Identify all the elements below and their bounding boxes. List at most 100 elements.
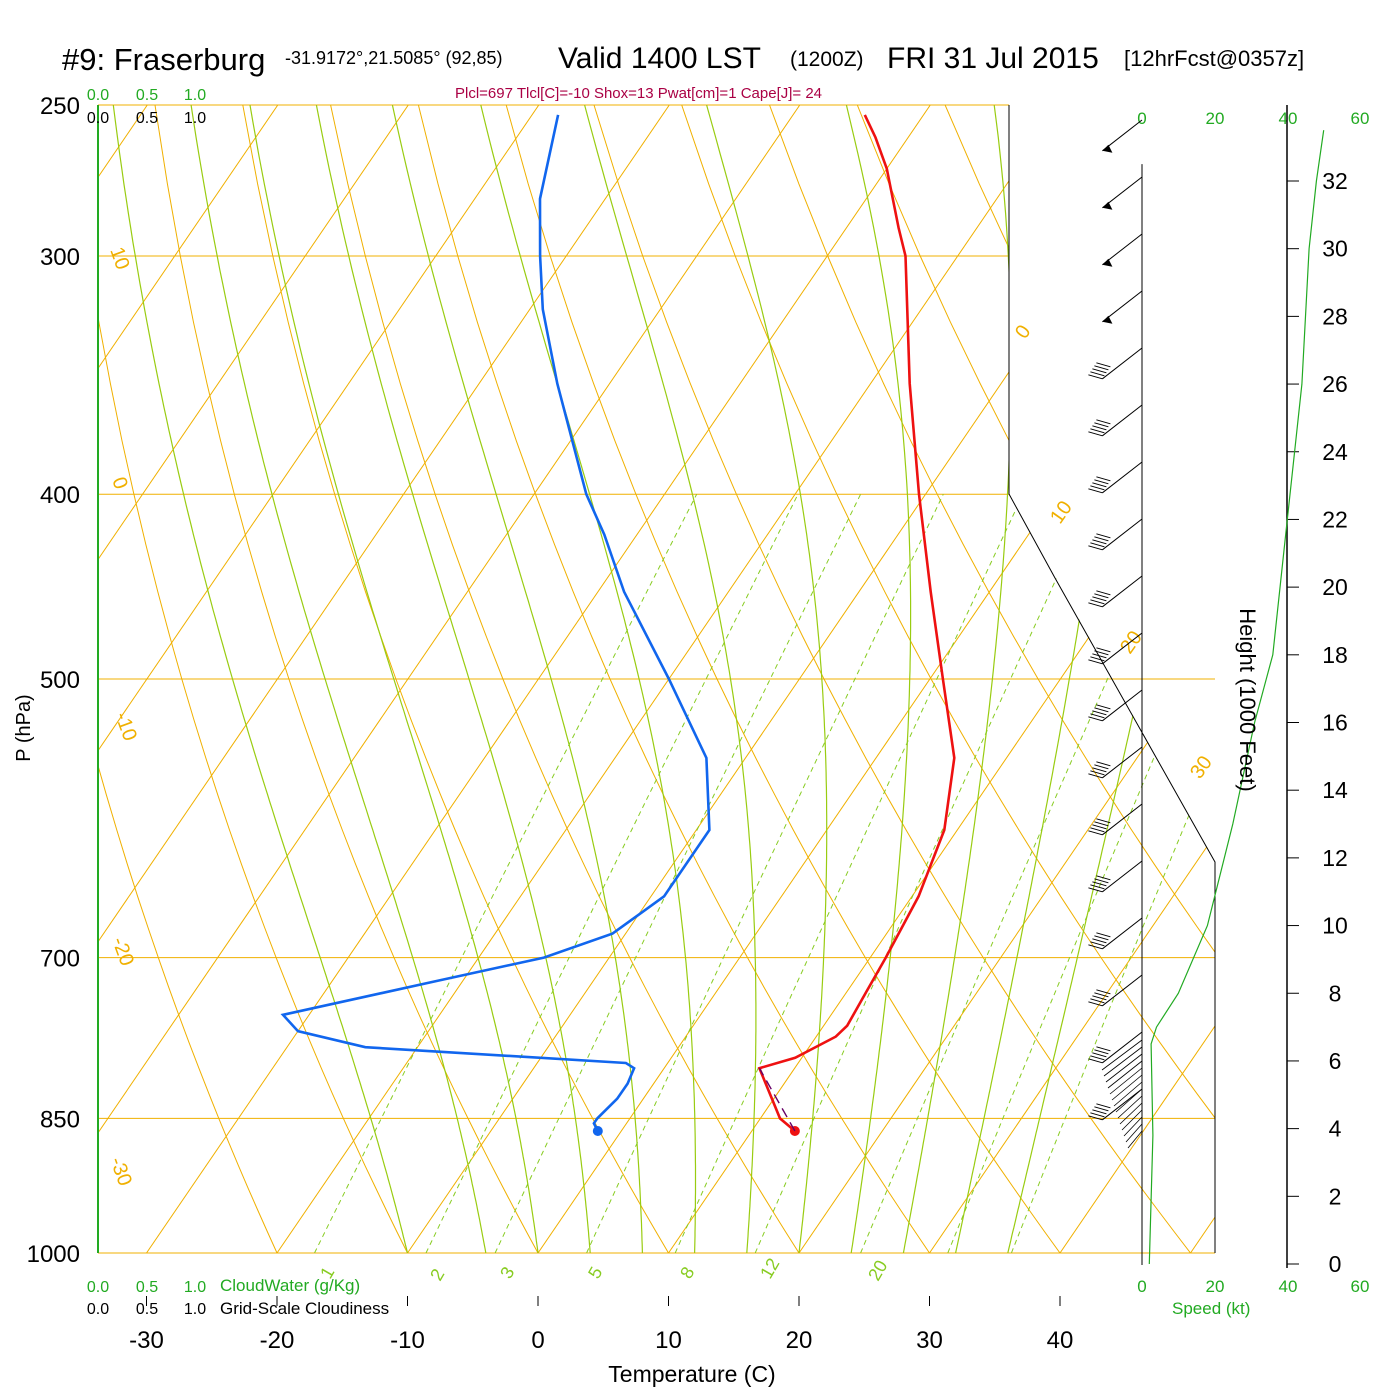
wind-barb-staff: [1125, 1123, 1143, 1143]
wind-barb-feather: [1092, 1052, 1107, 1058]
valid-time: Valid 1400 LST: [558, 42, 761, 75]
mixing-ratio-label: 2: [426, 1265, 448, 1284]
cloud-water-label: CloudWater (g/Kg): [220, 1276, 360, 1295]
station-coords: -31.9172°,21.5085° (92,85): [285, 48, 503, 68]
cloud-scale-label: 0.0: [87, 1279, 109, 1296]
height-tick-label: 30: [1322, 236, 1348, 262]
pressure-tick-label: 700: [40, 946, 80, 973]
height-tick-label: 26: [1322, 371, 1348, 397]
wind-barb-flag: [1102, 258, 1113, 267]
speed-tick-label: 40: [1279, 1277, 1298, 1296]
wind-barb-feather: [1088, 773, 1103, 779]
speed-tick-label: 40: [1279, 109, 1298, 128]
cloud-scale-label: 1.0: [184, 87, 206, 104]
wind-barb-feather: [1096, 419, 1111, 425]
x-axis-title: Temperature (C): [608, 1361, 775, 1387]
station-title: #9: Fraserburg: [62, 42, 265, 77]
height-tick-label: 2: [1329, 1183, 1342, 1209]
wind-barb-feather: [1094, 935, 1109, 941]
wind-barb-flag: [1102, 201, 1113, 210]
temperature-tick-label: 10: [655, 1327, 682, 1354]
wind-barb-feather: [1088, 488, 1103, 494]
mixing-ratio-line: [586, 493, 944, 1253]
wind-barb-feather: [1092, 482, 1107, 488]
cloud-scale-label: 1.0: [184, 1301, 206, 1318]
wind-barb-feather: [1092, 824, 1107, 830]
isotherm-lines: [98, 105, 1215, 1253]
height-tick-label: 10: [1322, 913, 1348, 939]
mixing-ratio-line: [674, 493, 1024, 1253]
isotherm-label: -20: [107, 934, 138, 969]
speed-tick-label: 20: [1206, 109, 1225, 128]
wind-barb-feather: [1092, 425, 1107, 431]
dry-adiabat-line: [769, 105, 1215, 1253]
wind-barb-staff: [1102, 119, 1143, 152]
moist-adiabat-line: [190, 105, 487, 1253]
wind-barb-feather: [1092, 653, 1107, 659]
wind-barb-feather: [1096, 989, 1111, 995]
height-tick-label: 0: [1329, 1251, 1342, 1277]
wind-barb-feather: [1088, 944, 1103, 950]
wind-barb-feather: [1090, 1112, 1105, 1118]
sounding-indices: Plcl=697 Tlcl[C]=-10 Shox=13 Pwat[cm]=1 …: [455, 85, 822, 102]
isotherm-label: 0: [107, 474, 131, 492]
speed-tick-label: 20: [1206, 1277, 1225, 1296]
wind-barb-feather: [1094, 1049, 1109, 1055]
wind-barb-feather: [1088, 374, 1103, 380]
profile-lines: [280, 114, 956, 1136]
moist-adiabat-lines: [112, 105, 1215, 1253]
wind-barb-feather: [1094, 479, 1109, 485]
mixing-ratio-label: 5: [584, 1263, 606, 1282]
wind-barb-staff: [1102, 575, 1143, 608]
cloud-scale-label: 0.5: [136, 87, 158, 104]
wind-barb-feather: [1094, 536, 1109, 542]
wind-barb-staff: [1102, 1088, 1143, 1121]
y-axis-title: P (hPa): [13, 694, 35, 761]
dry-adiabat-line: [242, 105, 669, 1253]
pressure-tick-label: 850: [40, 1106, 80, 1133]
wind-barb-feather: [1096, 932, 1111, 938]
wind-barb-feather: [1090, 656, 1105, 662]
wind-barb-staff: [1107, 1060, 1143, 1089]
isotherm-line: [98, 105, 670, 1253]
isotherm-label: 30: [1186, 752, 1217, 783]
isotherm-line: [98, 105, 279, 1253]
wind-barb-feather: [1094, 992, 1109, 998]
wind-barb-feather: [1092, 539, 1107, 545]
wind-barb-feather: [1096, 818, 1111, 824]
wind-barb-feather: [1096, 476, 1111, 482]
wind-barb-feather: [1092, 710, 1107, 716]
wind-barb-feather: [1096, 533, 1111, 539]
isotherm-line: [98, 105, 801, 1253]
isotherm-label: 0: [1011, 321, 1035, 343]
isotherm-label: 10: [105, 244, 133, 272]
temperature-tick-label: 0: [531, 1327, 544, 1354]
wind-barb-feather: [1090, 371, 1105, 377]
height-tick-label: 4: [1329, 1116, 1342, 1142]
temperature-tick-label: -10: [390, 1327, 425, 1354]
speed-tick-label: 0: [1137, 1277, 1146, 1296]
wind-barb-feather: [1096, 1103, 1111, 1109]
series-dew-point: [280, 114, 711, 1132]
wind-barb-feather: [1092, 368, 1107, 374]
wind-barb-feather: [1094, 593, 1109, 599]
height-tick-label: 12: [1322, 845, 1348, 871]
wind-barb-staff: [1123, 1116, 1143, 1137]
surface-point-dew-point: [592, 1125, 603, 1136]
wind-barb-staff: [1113, 1081, 1143, 1107]
wind-barb-staff: [1102, 860, 1143, 893]
dry-adiabat-line: [681, 105, 1215, 1253]
wind-barb-feather: [1090, 485, 1105, 491]
wind-barb-staff: [1102, 746, 1143, 779]
wind-barb-feather: [1096, 647, 1111, 653]
wind-barb-feather: [1094, 1106, 1109, 1112]
isotherm-line: [668, 105, 1215, 1253]
wind-barb-feather: [1090, 941, 1105, 947]
temperature-tick-label: 20: [786, 1327, 813, 1354]
cloud-scale-label: 0.0: [87, 1301, 109, 1318]
wind-barb-feather: [1090, 713, 1105, 719]
wind-barbs: [1088, 119, 1143, 1149]
wind-barb-feather: [1088, 659, 1103, 665]
height-tick-label: 18: [1322, 642, 1348, 668]
